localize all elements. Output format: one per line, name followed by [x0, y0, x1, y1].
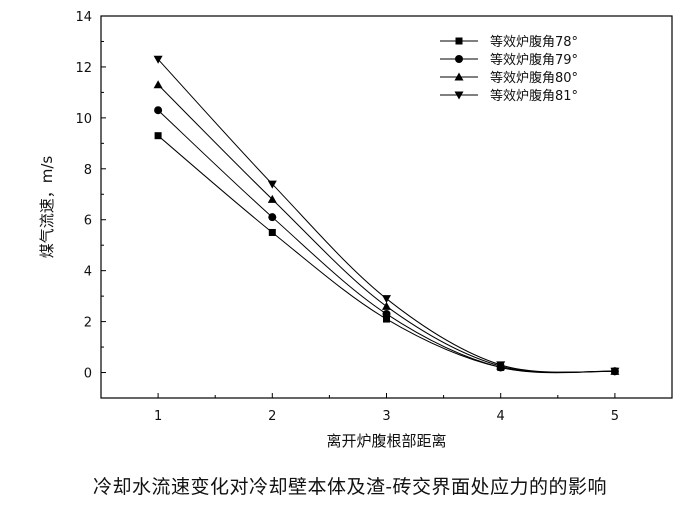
data-point [610, 367, 620, 376]
y-tick-label: 2 [84, 316, 92, 331]
y-axis-title: 煤气流速，m/s [38, 156, 56, 259]
legend-label: 等效炉腹角81° [490, 88, 578, 104]
y-tick-label: 6 [84, 214, 92, 229]
y-tick-label: 0 [84, 367, 92, 382]
data-point [496, 361, 506, 370]
legend-marker [454, 72, 464, 81]
figure-caption: 冷却水流速变化对冷却壁本体及渣-砖交界面处应力的的影响 [93, 476, 607, 498]
x-tick-label: 2 [268, 409, 276, 424]
data-point [383, 315, 390, 323]
legend-label: 等效炉腹角79° [490, 52, 578, 68]
series-line [157, 135, 615, 373]
x-tick-label: 1 [154, 409, 162, 424]
legend-marker [455, 37, 463, 45]
markers-layer [153, 55, 620, 376]
x-tick-label: 3 [382, 409, 390, 424]
y-tick-label: 12 [75, 61, 92, 76]
data-point [267, 180, 277, 189]
legend-marker [454, 91, 464, 100]
y-tick-label: 10 [75, 112, 92, 127]
series-line [157, 58, 615, 373]
data-point [154, 106, 163, 115]
y-tick-label: 14 [75, 10, 92, 25]
data-point [382, 301, 391, 310]
legend-marker [455, 55, 463, 63]
data-point [382, 309, 391, 318]
data-point [268, 213, 277, 222]
data-point [268, 228, 276, 236]
y-tick-label: 8 [84, 163, 92, 178]
data-point [153, 55, 163, 64]
x-tick-label: 5 [611, 409, 619, 424]
legend: 等效炉腹角78° 等效炉腹角79° 等效炉腹角80° 等效炉腹角81° [440, 34, 578, 104]
data-point [267, 194, 277, 203]
legend-label: 等效炉腹角80° [490, 70, 578, 86]
plot-frame [100, 15, 673, 399]
x-tick-label: 4 [497, 409, 505, 424]
x-axis-title: 离开炉腹根部距离 [326, 432, 446, 450]
data-point [154, 132, 162, 140]
y-tick-label: 4 [84, 265, 92, 280]
legend-label: 等效炉腹角78° [490, 34, 578, 50]
data-point [153, 80, 163, 89]
series-line [157, 84, 615, 373]
data-point [382, 295, 391, 304]
series-line [157, 109, 615, 374]
curves-layer [157, 58, 615, 374]
